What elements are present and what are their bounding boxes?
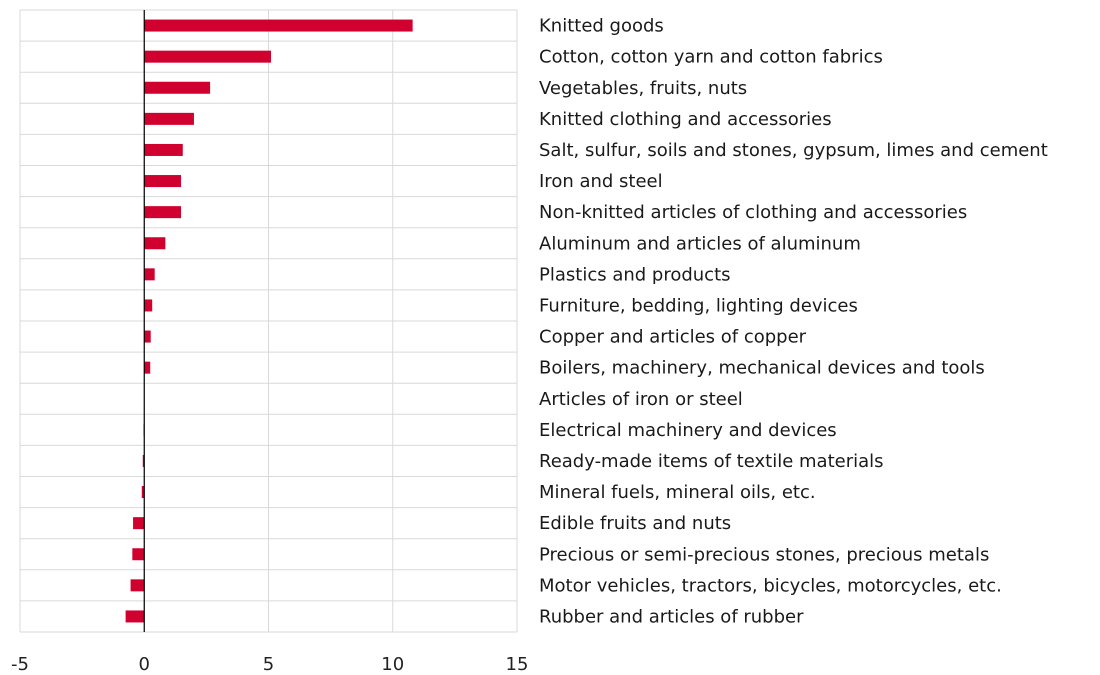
category-label: Motor vehicles, tractors, bicycles, moto… <box>539 575 1002 596</box>
category-label: Plastics and products <box>539 264 731 285</box>
bar <box>144 19 413 32</box>
category-label: Precious or semi-precious stones, precio… <box>539 544 989 565</box>
bar <box>144 330 151 343</box>
category-label: Vegetables, fruits, nuts <box>539 78 747 99</box>
bar <box>132 548 145 561</box>
bar <box>141 486 145 499</box>
category-label: Copper and articles of copper <box>539 327 807 348</box>
x-tick-label: 10 <box>381 654 404 675</box>
bar <box>144 206 182 219</box>
bar <box>130 579 145 592</box>
category-label: Knitted goods <box>539 16 664 37</box>
x-tick-labels: -5 0 5 10 15 <box>11 654 528 675</box>
category-label: Aluminum and articles of aluminum <box>539 233 861 254</box>
category-label: Furniture, bedding, lighting devices <box>539 295 858 316</box>
bar <box>133 517 145 530</box>
bar <box>144 237 166 250</box>
bar <box>144 299 153 312</box>
category-label: Rubber and articles of rubber <box>539 606 804 627</box>
bar <box>142 454 145 467</box>
chart-bars <box>125 19 413 623</box>
bar <box>144 175 182 188</box>
category-label: Electrical machinery and devices <box>539 420 837 441</box>
bar <box>125 610 145 623</box>
bar <box>144 361 151 374</box>
x-tick-label: 5 <box>263 654 274 675</box>
x-tick-label: 0 <box>139 654 150 675</box>
bar <box>144 268 155 281</box>
chart-grid <box>19 9 518 633</box>
bar <box>144 112 194 125</box>
category-label: Ready-made items of textile materials <box>539 451 884 472</box>
category-label: Salt, sulfur, soils and stones, gypsum, … <box>539 140 1048 161</box>
category-labels: Knitted goods Cotton, cotton yarn and cot… <box>539 16 1048 628</box>
category-label: Non-knitted articles of clothing and acc… <box>539 202 967 223</box>
category-label: Iron and steel <box>539 171 663 192</box>
category-label: Mineral fuels, mineral oils, etc. <box>539 482 816 503</box>
category-label: Cotton, cotton yarn and cotton fabrics <box>539 47 883 68</box>
category-label: Boilers, machinery, mechanical devices a… <box>539 358 985 379</box>
x-tick-label: 15 <box>506 654 529 675</box>
bar <box>144 81 211 94</box>
category-label: Articles of iron or steel <box>539 389 743 410</box>
category-label: Edible fruits and nuts <box>539 513 731 534</box>
x-tick-label: -5 <box>11 654 29 675</box>
category-label: Knitted clothing and accessories <box>539 109 832 130</box>
bar <box>144 50 271 63</box>
bar <box>144 143 183 156</box>
